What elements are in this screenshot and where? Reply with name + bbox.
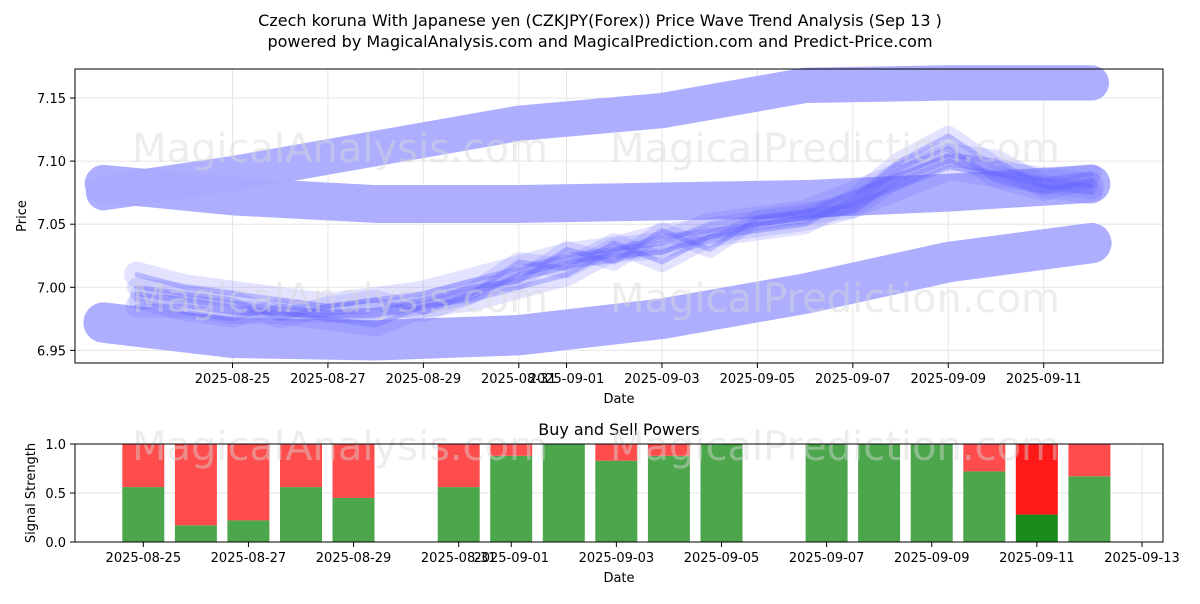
- buy-bar: [910, 444, 953, 542]
- sell-bar: [647, 444, 690, 456]
- signal-y-axis-label: Signal Strength: [24, 443, 39, 543]
- buy-bar: [805, 444, 848, 542]
- buy-bar: [595, 460, 638, 542]
- price-wave-chart: MagicalAnalysis.com MagicalPrediction.co…: [15, 65, 1164, 407]
- price-plot-frame: [74, 68, 1164, 364]
- wave-halo-wave-2: [128, 140, 1100, 328]
- signal-x-tick-label: 2025-08-31: [421, 551, 497, 566]
- watermark-magicalprediction-bottom: MagicalPrediction.com: [610, 424, 1060, 470]
- sell-bar: [227, 444, 270, 521]
- price-x-tick-label: 2025-09-07: [815, 372, 891, 387]
- price-x-tick-label: 2025-09-11: [1006, 372, 1082, 387]
- watermark-magicalanalysis-mid: MagicalAnalysis.com: [132, 276, 548, 322]
- buy-bar: [332, 497, 375, 542]
- signal-x-tick-label: 2025-09-03: [579, 551, 655, 566]
- wave-halo-wave-3: [127, 125, 1102, 329]
- signal-x-axis-label: Date: [603, 571, 634, 586]
- signal-y-tick-label: 0.0: [45, 536, 66, 551]
- price-x-ticks: 2025-08-25 2025-08-27 2025-08-29 2025-08-31…: [195, 363, 1082, 387]
- price-y-tick-label: 7.15: [37, 92, 66, 107]
- signal-x-tick-label: 2025-09-07: [789, 551, 865, 566]
- signal-x-ticks: 2025-08-25 2025-08-27 2025-08-29 2025-08-31…: [106, 542, 1180, 566]
- sell-bar: [332, 444, 375, 498]
- price-envelope-bands: [83, 65, 1112, 361]
- signal-x-tick-label: 2025-09-01: [473, 551, 549, 566]
- price-x-tick-label: 2025-09-03: [624, 372, 700, 387]
- signal-x-tick-label: 2025-09-13: [1104, 551, 1180, 566]
- price-y-tick-label: 7.05: [37, 218, 66, 233]
- sell-bar: [1068, 444, 1111, 477]
- price-x-tick-label: 2025-09-05: [720, 372, 796, 387]
- price-x-tick-label: 2025-08-31: [481, 372, 557, 387]
- chart-title-line2: powered by MagicalAnalysis.com and Magic…: [267, 32, 932, 51]
- watermark-magicalprediction-mid: MagicalPrediction.com: [610, 276, 1060, 322]
- price-x-axis-label: Date: [603, 392, 634, 407]
- signal-x-tick-label: 2025-08-29: [316, 551, 392, 566]
- wave-halo-wave-1: [130, 154, 1099, 324]
- wave-line-wave-3: [134, 133, 1094, 322]
- signal-y-ticks: 0.0 0.5 1.0: [45, 438, 75, 551]
- signal-x-tick-label: 2025-09-05: [684, 551, 760, 566]
- signal-x-tick-label: 2025-09-11: [999, 551, 1075, 566]
- sell-bar: [595, 444, 638, 461]
- signal-y-tick-label: 1.0: [45, 438, 66, 453]
- sell-bar: [490, 444, 533, 456]
- band-upper-envelope: [85, 65, 1110, 211]
- buy-bar: [437, 487, 480, 542]
- buy-bar: [122, 487, 165, 542]
- wave-halo-wave-4: [125, 143, 1103, 337]
- price-wave-lines: [124, 125, 1105, 337]
- price-x-tick-label: 2025-09-09: [910, 372, 986, 387]
- buy-bar: [280, 487, 322, 542]
- sell-bar: [122, 444, 165, 488]
- buy-bar: [1015, 514, 1058, 542]
- band-middle-envelope: [84, 164, 1111, 223]
- sell-bar: [280, 444, 322, 488]
- buy-bar: [700, 444, 743, 542]
- sell-bar: [963, 444, 1006, 472]
- price-y-tick-label: 7.10: [37, 155, 66, 170]
- price-y-axis-label: Price: [15, 200, 30, 232]
- buy-bar: [542, 444, 585, 542]
- buy-bar: [1068, 476, 1111, 542]
- wave-line-wave-4: [134, 152, 1094, 328]
- wave-line-wave-5: [134, 164, 1094, 309]
- signal-y-tick-label: 0.5: [45, 487, 66, 502]
- buy-bar: [963, 471, 1006, 542]
- sell-bar: [174, 444, 217, 526]
- wave-line-wave-2: [134, 146, 1094, 322]
- band-lower-envelope: [83, 222, 1112, 361]
- watermark-magicalanalysis-top: MagicalAnalysis.com: [132, 126, 548, 172]
- buy-bar: [174, 525, 217, 542]
- signal-x-tick-label: 2025-08-27: [211, 551, 287, 566]
- price-x-tick-label: 2025-08-25: [195, 372, 271, 387]
- price-x-tick-label: 2025-09-01: [529, 372, 605, 387]
- watermark-magicalanalysis-bottom: MagicalAnalysis.com: [132, 424, 548, 470]
- buy-sell-chart-title: Buy and Sell Powers: [538, 420, 700, 439]
- wave-line-wave-1: [134, 158, 1094, 319]
- signal-x-tick-label: 2025-08-25: [106, 551, 182, 566]
- watermark-magicalprediction-top: MagicalPrediction.com: [610, 126, 1060, 172]
- signal-bars: [122, 444, 1111, 542]
- buy-bar: [490, 455, 533, 542]
- price-y-tick-label: 7.00: [37, 281, 66, 296]
- price-y-tick-label: 6.95: [37, 344, 66, 359]
- sell-bar: [437, 444, 480, 488]
- price-y-ticks: 6.95 7.00 7.05 7.10 7.15: [37, 92, 75, 359]
- price-x-tick-label: 2025-08-29: [386, 372, 462, 387]
- chart-title-line1: Czech koruna With Japanese yen (CZKJPY(F…: [258, 11, 942, 30]
- wave-halo-wave-5: [124, 154, 1105, 320]
- signal-x-tick-label: 2025-09-09: [894, 551, 970, 566]
- buy-bar: [227, 520, 270, 542]
- sell-bar: [1015, 444, 1058, 515]
- buy-bar: [858, 444, 901, 542]
- price-x-tick-label: 2025-08-27: [290, 372, 366, 387]
- buy-sell-power-chart: Buy and Sell Powers MagicalAnalysis.com …: [24, 420, 1180, 586]
- buy-bar: [647, 455, 690, 542]
